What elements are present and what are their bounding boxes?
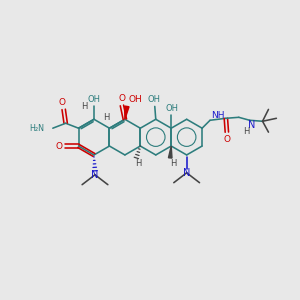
Text: OH: OH [166, 104, 179, 113]
Text: OH: OH [129, 95, 142, 104]
Text: H: H [81, 102, 87, 111]
Text: O: O [224, 135, 230, 144]
Text: H: H [103, 113, 110, 122]
Text: O: O [58, 98, 65, 107]
Text: OH: OH [88, 95, 100, 104]
Text: H: H [170, 159, 176, 168]
Text: H: H [135, 159, 142, 168]
Polygon shape [125, 106, 129, 119]
Text: H₂N: H₂N [29, 124, 44, 133]
Text: O: O [55, 142, 62, 151]
Text: NH: NH [211, 111, 224, 120]
Text: N: N [91, 170, 99, 180]
Text: N: N [248, 120, 255, 130]
Text: H: H [244, 127, 250, 136]
Text: N: N [183, 168, 190, 178]
Text: O: O [118, 94, 125, 103]
Text: OH: OH [147, 95, 160, 104]
Polygon shape [168, 146, 172, 158]
